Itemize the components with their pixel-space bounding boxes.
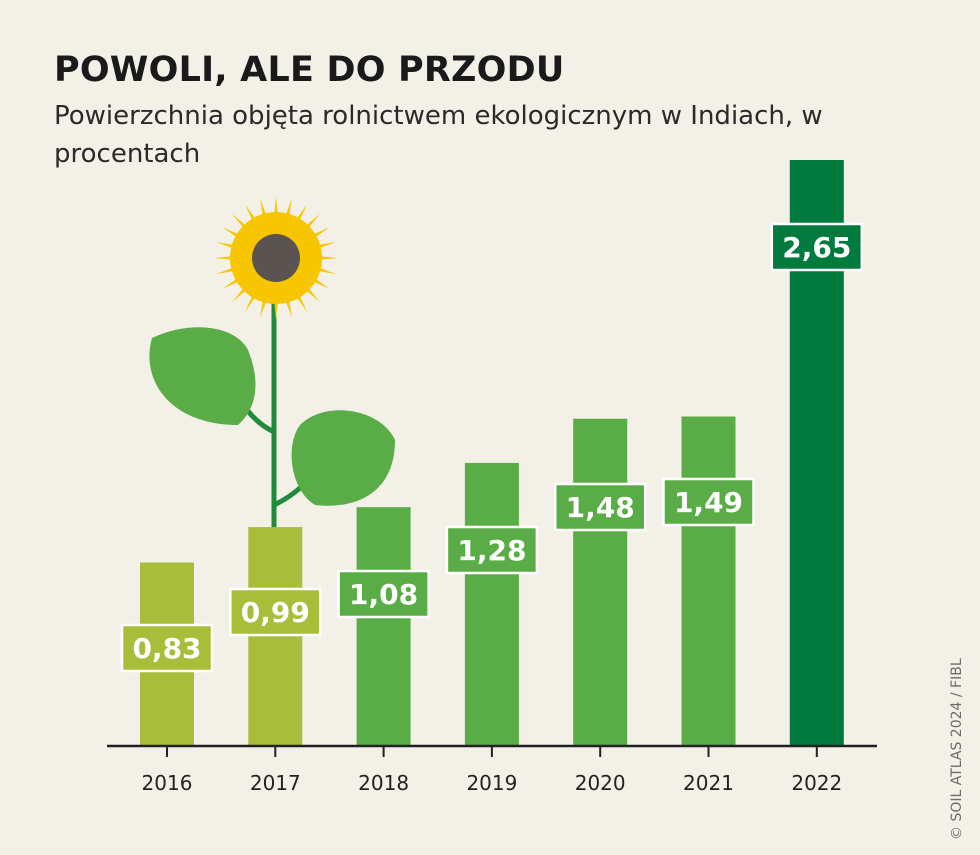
bar-2019 [464, 462, 519, 746]
value-label: 1,28 [457, 534, 526, 567]
x-tick-label: 2018 [358, 771, 409, 795]
credit-text: © SOIL ATLAS 2024 / FIBL [949, 658, 965, 840]
value-label-box [337, 569, 430, 619]
sunflower-illustration [149, 196, 395, 528]
leaf-left [149, 327, 256, 425]
value-label: 1,48 [566, 491, 635, 524]
value-label: 0,83 [132, 632, 201, 665]
value-label-box [120, 623, 214, 673]
chart-subtitle: Powierzchnia objęta rolnictwem ekologicz… [54, 101, 823, 169]
value-label-box [229, 587, 322, 637]
value-label: 1,08 [349, 578, 418, 611]
value-label-box [662, 477, 755, 527]
value-label-box [553, 482, 647, 532]
chart-title: POWOLI, ALE DO PRZODU [54, 50, 565, 90]
x-tick-label: 2016 [142, 771, 193, 795]
value-label: 2,65 [782, 231, 851, 264]
value-label-box [445, 525, 539, 575]
x-tick-label: 2020 [575, 771, 626, 795]
sunflower-disc [252, 234, 300, 282]
leaf-right [291, 410, 395, 506]
x-tick-label: 2019 [466, 771, 517, 795]
x-tick-label: 2021 [683, 771, 734, 795]
bar-2017 [248, 527, 303, 746]
value-label-box [770, 222, 864, 272]
x-tick-label: 2022 [791, 771, 842, 795]
value-label: 0,99 [241, 596, 310, 629]
x-tick-label: 2017 [250, 771, 301, 795]
bar-2020 [573, 418, 628, 746]
bar-2018 [356, 507, 411, 746]
value-label: 1,49 [674, 486, 743, 519]
bar-2021 [681, 416, 736, 746]
